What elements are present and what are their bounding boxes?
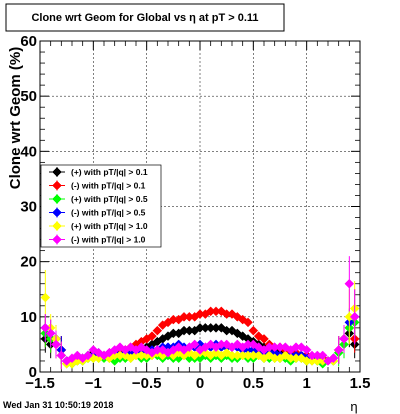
legend-label: (-) with pT/|q| > 0.5 [71, 208, 146, 218]
legend: (+) with pT/|q| > 0.1 (-) with pT/|q| > 0… [40, 164, 162, 248]
y-tick-label: 30 [20, 199, 37, 216]
data-point [40, 292, 51, 303]
legend-marker [52, 194, 62, 204]
data-point [317, 350, 328, 361]
data-point [248, 339, 259, 350]
y-tick-label: 40 [20, 143, 37, 160]
y-axis-label: Clone wrt Geom (%) [7, 47, 24, 190]
data-point [243, 317, 253, 328]
data-point [83, 350, 93, 361]
legend-marker [52, 180, 62, 191]
legend-marker [52, 167, 62, 177]
data-point [51, 339, 61, 350]
x-tick-label: 1.5 [350, 375, 371, 392]
title-box [5, 3, 285, 32]
x-tick-label: 0 [196, 375, 204, 392]
data-point [344, 278, 355, 289]
y-tick-label: 60 [20, 33, 37, 50]
data-point [45, 328, 56, 339]
chart-title: Clone wrt Geom for Global vs η at pT > 0… [31, 12, 258, 24]
data-point [56, 350, 67, 361]
x-tick-label: −1.5 [25, 375, 55, 392]
legend-box [40, 164, 162, 248]
legend-label: (+) with pT/|q| > 1.0 [71, 221, 148, 231]
data-point [349, 311, 360, 322]
data-point [152, 325, 163, 336]
x-tick-label: 1 [302, 375, 310, 392]
data-point [339, 334, 349, 344]
data-point [333, 345, 344, 355]
data-point [189, 339, 200, 350]
legend-marker [52, 234, 62, 245]
x-tick-label: −0.5 [132, 375, 162, 392]
y-axis-ticks: 0 10 20 30 40 50 60 [20, 33, 360, 381]
legend-label: (-) with pT/|q| > 0.1 [71, 181, 146, 191]
data-point [259, 334, 269, 344]
data-point [40, 323, 51, 333]
series-6 [40, 256, 360, 370]
y-tick-label: 0 [29, 364, 37, 381]
data-point [248, 325, 259, 336]
y-tick-label: 10 [20, 309, 37, 326]
x-axis-ticks: −1.5 −1 −0.5 0 0.5 1 1.5 [25, 41, 370, 392]
x-tick-label: 0.5 [243, 375, 264, 392]
y-tick-label: 20 [20, 254, 37, 271]
legend-label: (+) with pT/|q| > 0.5 [71, 194, 148, 204]
data-series [40, 256, 360, 370]
data-point [147, 331, 157, 341]
footer-timestamp: Wed Jan 31 10:50:19 2018 [3, 400, 113, 410]
x-tick-label: −1 [85, 375, 102, 392]
data-point [328, 353, 339, 364]
legend-label: (-) with pT/|q| > 1.0 [71, 235, 146, 245]
legend-marker [52, 207, 62, 218]
data-point [301, 345, 312, 355]
y-tick-label: 50 [20, 88, 37, 105]
x-axis-label: η [350, 399, 357, 414]
legend-label: (+) with pT/|q| > 0.1 [71, 167, 148, 177]
legend-marker [52, 221, 62, 231]
